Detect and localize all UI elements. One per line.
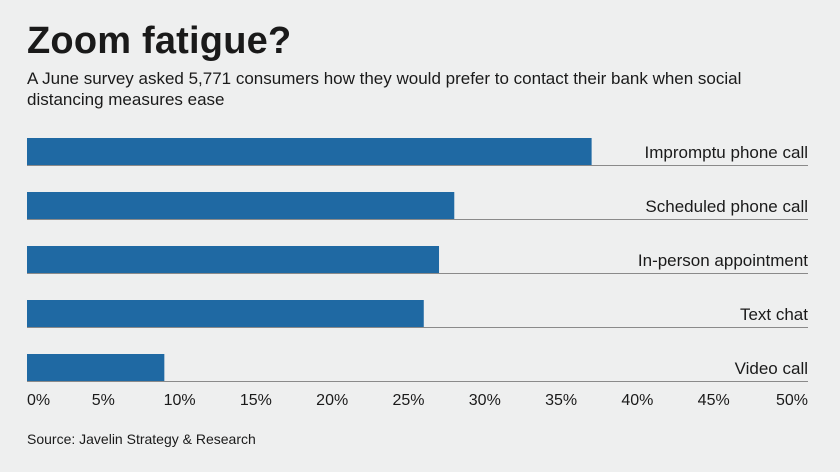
- bar: [27, 138, 592, 165]
- chart-title: Zoom fatigue?: [27, 20, 292, 62]
- x-tick-label: 50%: [776, 392, 808, 409]
- category-label: Text chat: [740, 305, 808, 324]
- chart-subtitle: A June survey asked 5,771 consumers how …: [27, 69, 742, 109]
- x-tick-label: 0%: [27, 392, 50, 409]
- x-tick-label: 20%: [316, 392, 348, 409]
- category-label: In-person appointment: [638, 251, 808, 270]
- category-label: Scheduled phone call: [645, 197, 808, 216]
- bar: [27, 300, 424, 327]
- x-tick-label: 30%: [469, 392, 501, 409]
- x-tick-label: 25%: [392, 392, 424, 409]
- bar: [27, 246, 440, 273]
- bars-layer: Impromptu phone call Scheduled phone call…: [27, 138, 808, 382]
- bar: [27, 354, 165, 381]
- bar: [27, 192, 455, 219]
- x-tick-label: 40%: [621, 392, 653, 409]
- x-tick-label: 5%: [92, 392, 115, 409]
- x-tick-label: 15%: [240, 392, 272, 409]
- x-tick-label: 35%: [545, 392, 577, 409]
- category-label: Impromptu phone call: [645, 143, 808, 162]
- x-tick-label: 45%: [698, 392, 730, 409]
- x-axis-ticks: 0% 5% 10% 15% 20% 25% 30% 35% 40% 45% 50%: [27, 392, 808, 409]
- category-label: Video call: [735, 359, 808, 378]
- chart-source: Source: Javelin Strategy & Research: [27, 431, 256, 447]
- x-tick-label: 10%: [164, 392, 196, 409]
